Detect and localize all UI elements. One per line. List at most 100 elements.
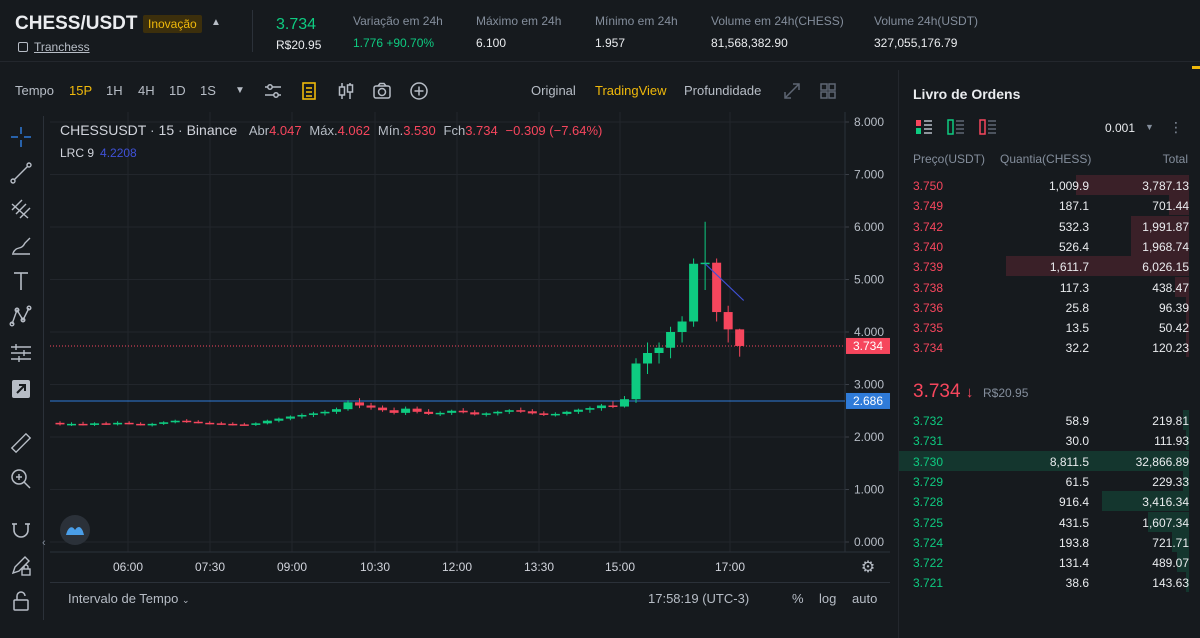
price-cell: 3.738 <box>913 280 944 295</box>
trendline-icon[interactable] <box>8 160 34 186</box>
x-tick-label: 07:30 <box>195 560 225 574</box>
caret-up-icon[interactable]: ▲ <box>211 17 221 28</box>
bid-row[interactable]: 3.721 38.6 143.63 <box>899 572 1200 593</box>
indicator-legend[interactable]: LRC 9 4.2208 <box>60 146 137 160</box>
quantity-cell: 58.9 <box>1065 414 1089 428</box>
market-header: CHESS/USDT Inovação ▲ Tranchess 3.734 R$… <box>0 0 1200 62</box>
bid-row[interactable]: 3.729 61.5 229.33 <box>899 470 1200 491</box>
add-icon[interactable] <box>408 80 430 102</box>
indicators-icon[interactable] <box>262 80 284 102</box>
more-options-icon[interactable]: ⋮ <box>1169 119 1183 135</box>
chevron-down-icon[interactable]: ▼ <box>1145 122 1154 132</box>
price-cell: 3.725 <box>913 515 944 530</box>
lrc-line <box>704 263 745 301</box>
view-depth[interactable]: Profundidade <box>684 83 762 98</box>
tick-size-select[interactable]: 0.001 <box>1105 121 1136 135</box>
lock-pencil-icon[interactable] <box>8 552 34 578</box>
candle-body <box>67 423 77 426</box>
interval-dropdown-icon[interactable]: ▼ <box>235 85 245 96</box>
pair-name[interactable]: CHESS/USDT <box>15 13 138 34</box>
legend-close: 3.734 <box>465 123 498 138</box>
ask-row[interactable]: 3.750 1,009.9 3,787.13 <box>899 175 1200 195</box>
project-name[interactable]: Tranchess <box>34 40 90 54</box>
tradingview-logo-icon[interactable] <box>60 515 90 545</box>
book-both-icon[interactable] <box>915 119 933 135</box>
candlestick-chart[interactable]: 8.000 7.000 6.000 5.000 4.000 3.000 2.000 1.000… <box>50 112 890 582</box>
magnet-icon[interactable] <box>8 516 34 542</box>
bid-row[interactable]: 3.730 8,811.5 32,866.89 <box>899 450 1200 471</box>
arrow-icon[interactable] <box>8 376 34 402</box>
price-cell: 3.721 <box>913 576 944 591</box>
bid-row[interactable]: 3.732 58.9 219.81 <box>899 410 1200 430</box>
quantity-cell: 1,611.7 <box>1049 260 1089 275</box>
legend-open: 4.047 <box>269 123 302 138</box>
ask-row[interactable]: 3.735 13.5 50.42 <box>899 317 1200 338</box>
fib-icon[interactable] <box>8 196 34 222</box>
text-icon[interactable] <box>8 268 34 294</box>
quantity-cell: 30.0 <box>1065 434 1089 449</box>
price-cell: 3.735 <box>913 321 944 336</box>
bid-row[interactable]: 3.724 193.8 721.71 <box>899 531 1200 552</box>
interval-15p[interactable]: 15P <box>69 83 93 98</box>
bid-row[interactable]: 3.722 131.4 489.07 <box>899 552 1200 573</box>
ask-row[interactable]: 3.749 187.1 701.44 <box>899 195 1200 216</box>
bid-row[interactable]: 3.725 431.5 1,607.34 <box>899 511 1200 532</box>
candle-body <box>712 262 722 313</box>
crosshair-icon[interactable] <box>8 124 34 150</box>
zoom-icon[interactable] <box>8 466 34 492</box>
ruler-icon[interactable] <box>8 430 34 456</box>
measure-icon[interactable] <box>8 340 34 366</box>
candle-body <box>631 363 641 400</box>
view-original[interactable]: Original <box>531 83 576 98</box>
brush-icon[interactable] <box>8 232 34 258</box>
bid-row[interactable]: 3.728 916.4 3,416.34 <box>899 491 1200 512</box>
candle-body <box>666 332 676 348</box>
depth-bar <box>1168 195 1189 216</box>
ask-row[interactable]: 3.740 526.4 1,968.74 <box>899 235 1200 256</box>
ask-row[interactable]: 3.738 117.3 438.47 <box>899 276 1200 297</box>
settings-gear-icon[interactable]: ⚙ <box>861 557 875 576</box>
ask-row[interactable]: 3.739 1,611.7 6,026.15 <box>899 256 1200 277</box>
book-bids-icon[interactable] <box>947 119 965 135</box>
interval-1d[interactable]: 1D <box>169 83 186 98</box>
interval-1s[interactable]: 1S <box>200 83 216 98</box>
candle-body <box>447 410 457 413</box>
auto-toggle[interactable]: auto <box>852 591 878 606</box>
range-selector[interactable]: Intervalo de Tempo ⌄ <box>68 591 190 606</box>
project-link[interactable]: Tranchess <box>18 40 90 54</box>
interval-4h[interactable]: 4H <box>138 83 155 98</box>
template-icon[interactable] <box>298 80 320 102</box>
expand-icon[interactable] <box>781 80 803 102</box>
order-book-mid-price[interactable]: 3.734 ↓ <box>913 381 973 403</box>
last-price-tag <box>846 337 890 354</box>
lock-icon[interactable] <box>8 588 34 614</box>
interval-1h[interactable]: 1H <box>106 83 123 98</box>
candle-body <box>723 312 733 330</box>
depth-bar <box>1186 572 1189 593</box>
price-cell: 3.736 <box>913 300 944 315</box>
view-tradingview[interactable]: TradingView <box>595 83 667 98</box>
percent-toggle[interactable]: % <box>792 591 804 606</box>
ask-row[interactable]: 3.734 32.2 120.23 <box>899 337 1200 358</box>
book-asks-icon[interactable] <box>979 119 997 135</box>
chart-type-icon[interactable] <box>335 80 357 102</box>
depth-bar <box>1186 337 1189 358</box>
bid-row[interactable]: 3.731 30.0 111.93 <box>899 430 1200 451</box>
grid-icon[interactable] <box>817 80 839 102</box>
pattern-icon[interactable] <box>8 304 34 330</box>
depth-bar <box>899 450 1189 471</box>
collapse-tools-icon[interactable]: ‹ <box>42 537 46 549</box>
candle-body <box>504 410 514 412</box>
log-toggle[interactable]: log <box>819 591 837 606</box>
total-cell: 111.93 <box>1154 434 1189 449</box>
clock: 17:58:19 (UTC-3) <box>648 591 750 606</box>
ask-row[interactable]: 3.742 532.3 1,991.87 <box>899 215 1200 236</box>
last-price-label: 3.734 <box>853 339 883 353</box>
quantity-cell: 131.4 <box>1058 556 1089 571</box>
ask-row[interactable]: 3.736 25.8 96.39 <box>899 296 1200 317</box>
time-label: Tempo <box>15 83 55 98</box>
quantity-cell: 61.5 <box>1065 474 1089 489</box>
candle-body <box>619 399 629 407</box>
candle-body <box>205 422 215 425</box>
camera-icon[interactable] <box>371 80 393 102</box>
